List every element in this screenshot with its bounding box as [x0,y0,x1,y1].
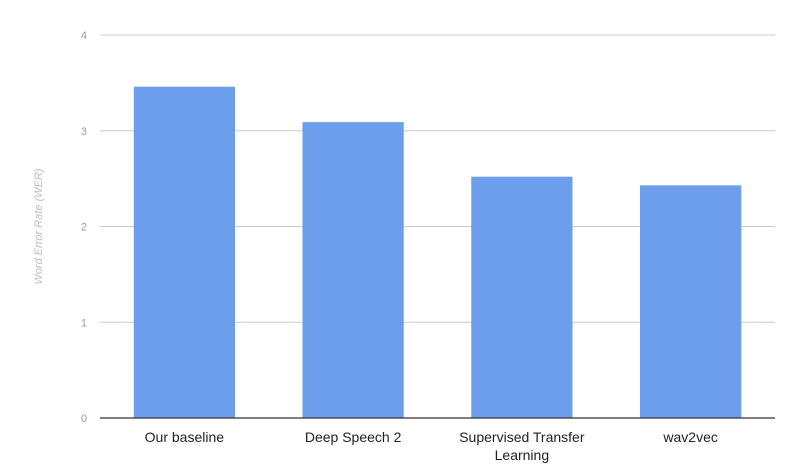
bar [133,86,235,418]
y-tick-label: 0 [81,413,87,425]
bar [471,176,573,418]
y-tick-label: 2 [81,222,87,234]
y-axis-title: Word Error Rate (WER) [33,168,45,284]
bar [640,185,742,418]
x-category-label: wav2vec [662,429,717,445]
x-category-labels: Our baseline Deep Speech 2 Supervised Tran… [145,429,718,463]
y-tick-label: 4 [81,30,87,42]
x-category-label: Our baseline [145,429,225,445]
bar [302,122,404,418]
x-category-label: Deep Speech 2 [305,429,402,445]
y-tick-labels: 0 1 2 3 4 [81,30,87,425]
y-tick-label: 3 [81,126,87,138]
bars [133,86,742,418]
y-tick-label: 1 [81,317,87,329]
x-category-label: Supervised Transfer Learning [459,429,585,463]
